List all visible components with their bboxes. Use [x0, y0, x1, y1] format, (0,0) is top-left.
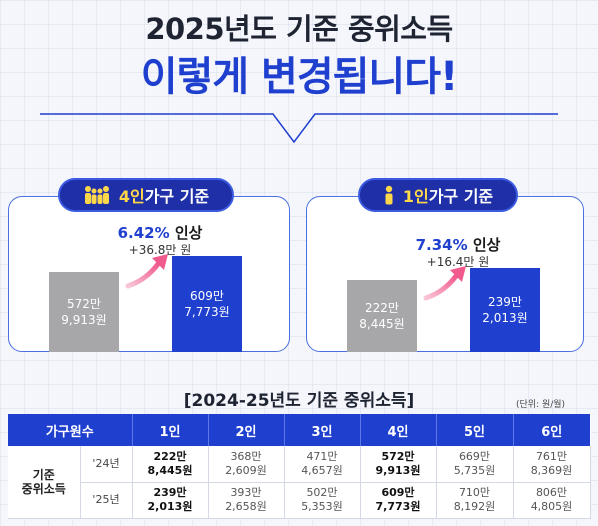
- table-cell: 239만 2,013원: [132, 482, 209, 519]
- cell-line2: 8,192원: [453, 500, 496, 513]
- four-person-pill-label: 가구 기준: [144, 187, 210, 206]
- cell-line2: 2,609원: [225, 463, 267, 477]
- four-person-pill-number: 4인: [118, 187, 145, 206]
- cell-line2: 4,657원: [301, 463, 343, 477]
- header-household-size: 가구원수: [8, 414, 133, 446]
- table-cell: 368만 2,609원: [208, 446, 285, 483]
- cell-line1: 806만: [535, 486, 568, 499]
- header-col-6: 6인: [513, 414, 590, 446]
- one-person-rate: 7.34% 인상: [388, 234, 528, 255]
- one-person-pill: 1인 가구 기준: [358, 178, 518, 212]
- table-cell: 669만 5,735원: [436, 446, 514, 483]
- four-person-bar-2025-line2: 7,773원: [184, 305, 230, 319]
- table-header-row: 가구원수 1인 2인 3인 4인 5인 6인: [8, 414, 590, 446]
- cell-line1: 609만: [381, 486, 415, 499]
- table-cell: 761만 8,369원: [513, 446, 591, 483]
- cell-line1: 669만: [458, 449, 491, 463]
- four-person-rate-suffix: 인상: [169, 224, 203, 242]
- unit-note: (단위: 원/월): [516, 400, 566, 410]
- person-icon: [383, 185, 395, 205]
- cell-line2: 2,658원: [225, 500, 267, 513]
- one-person-pill-number: 1인: [402, 187, 429, 206]
- one-person-bar-2024-line2: 8,445원: [359, 317, 405, 331]
- table-cell: 471만 4,657원: [284, 446, 361, 483]
- year-2024: '24년: [80, 446, 133, 483]
- table-row-2025: '25년 239만 2,013원 393만 2,658원 502만 5,353원 60…: [8, 482, 591, 519]
- row-label: 기준 중위소득: [8, 446, 81, 519]
- four-person-bar-2024-line1: 572만: [67, 297, 101, 311]
- one-person-rate-suffix: 인상: [467, 236, 501, 254]
- table-cell: 222만 8,445원: [132, 446, 209, 483]
- cell-line1: 368만: [230, 449, 262, 463]
- table-title: [2024-25년도 기준 중위소득]: [183, 391, 415, 411]
- median-income-table: 가구원수 1인 2인 3인 4인 5인 6인 기준 중위소득 '24년 222만…: [8, 414, 591, 519]
- row-label-line2: 중위소득: [21, 481, 66, 496]
- header-col-3: 3인: [284, 414, 361, 446]
- four-person-rate-pct: 6.42%: [117, 224, 170, 242]
- four-person-arrow-icon: [125, 254, 168, 289]
- table-row-2024: 기준 중위소득 '24년 222만 8,445원 368만 2,609원 471만 4…: [8, 446, 591, 519]
- speech-divider: [40, 113, 558, 144]
- cell-line2: 5,735원: [453, 463, 496, 477]
- cell-line1: 710만: [458, 486, 491, 499]
- header-col-4: 4인: [360, 414, 437, 446]
- one-person-rate-pct: 7.34%: [415, 236, 468, 254]
- header-col-2: 2인: [208, 414, 285, 446]
- cell-line1: 572만: [381, 449, 415, 463]
- table-cell: 806만 4,805원: [513, 482, 591, 519]
- table-cell: 393만 2,658원: [208, 482, 285, 519]
- cell-line1: 502만: [306, 486, 338, 499]
- cell-line1: 239만: [153, 486, 187, 499]
- family-icon: [83, 185, 111, 205]
- headline-line-2: 이렇게 변경됩니다!: [140, 54, 459, 100]
- cell-line1: 393만: [230, 486, 262, 499]
- four-person-increase: +36.8만 원: [128, 243, 192, 257]
- table-cell: 609만 7,773원: [360, 482, 437, 519]
- four-person-bar-2024: 572만 9,913원: [49, 272, 119, 352]
- table-cell: 502만 5,353원: [284, 482, 361, 519]
- header-col-5: 5인: [436, 414, 514, 446]
- cell-line2: 2,013원: [147, 500, 193, 513]
- cell-line2: 8,445원: [147, 463, 193, 477]
- four-person-bar-2025: 609만 7,773원: [172, 256, 242, 352]
- four-person-rate: 6.42% 인상: [90, 222, 230, 243]
- cell-line1: 471만: [306, 449, 338, 463]
- one-person-bar-2024: 222만 8,445원: [347, 280, 417, 352]
- one-person-bar-2024-line1: 222만: [365, 301, 399, 315]
- one-person-increase: +16.4만 원: [426, 255, 490, 269]
- four-person-pill: 4인 가구 기준: [58, 178, 234, 212]
- headline-line-1: 2025년도 기준 중위소득: [145, 12, 453, 46]
- one-person-bar-2025-line1: 239만: [488, 295, 522, 309]
- cell-line1: 222만: [153, 449, 187, 463]
- cell-line2: 8,369원: [530, 463, 573, 477]
- table-cell: 572만 9,913원: [360, 446, 437, 483]
- one-person-bar-2025: 239만 2,013원: [470, 268, 540, 352]
- one-person-pill-label: 가구 기준: [428, 187, 494, 206]
- cell-line2: 7,773원: [375, 500, 421, 513]
- one-person-bar-2025-line2: 2,013원: [482, 311, 528, 325]
- one-person-arrow-icon: [423, 266, 466, 301]
- cell-line1: 761만: [535, 449, 568, 463]
- cell-line2: 9,913원: [375, 463, 421, 477]
- four-person-bar-2024-line2: 9,913원: [61, 313, 107, 327]
- row-label-line1: 기준: [32, 467, 55, 482]
- header-col-1: 1인: [132, 414, 209, 446]
- four-person-bar-2025-line1: 609만: [190, 289, 224, 303]
- cell-line2: 5,353원: [301, 500, 343, 513]
- cell-line2: 4,805원: [530, 500, 573, 513]
- year-2025: '25년: [80, 482, 133, 519]
- table-cell: 710만 8,192원: [436, 482, 514, 519]
